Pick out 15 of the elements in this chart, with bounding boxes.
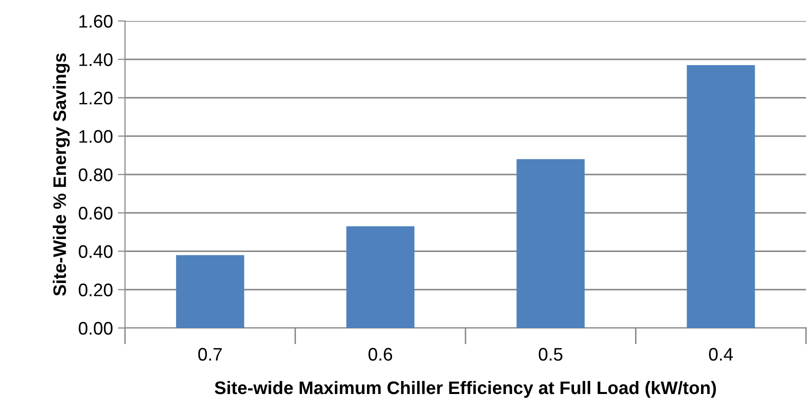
x-tick-label: 0.6	[368, 348, 392, 361]
y-tick-label: 1.20	[79, 92, 112, 104]
y-tick-label: 0.80	[78, 168, 112, 182]
x-tick-label: 0.7	[198, 348, 222, 361]
y-axis-title: Site-Wide % Energy Savings	[52, 53, 70, 296]
y-tick-label: 0.60	[78, 206, 112, 220]
y-tick-label: 1.00	[79, 130, 112, 143]
x-axis-title: Site-wide Maximum Chiller Efficiency at Full Load (kW/ton)	[214, 380, 716, 398]
y-tick-label: 0.20	[78, 284, 112, 296]
y-tick-label: 1.60	[79, 14, 112, 28]
y-tick-label: 0.40	[78, 245, 112, 258]
x-tick-label: 0.5	[538, 348, 562, 361]
x-tick-label: 0.4	[709, 348, 733, 361]
y-tick-label: 1.40	[79, 53, 112, 66]
y-tick-label: 0.00	[78, 322, 112, 335]
